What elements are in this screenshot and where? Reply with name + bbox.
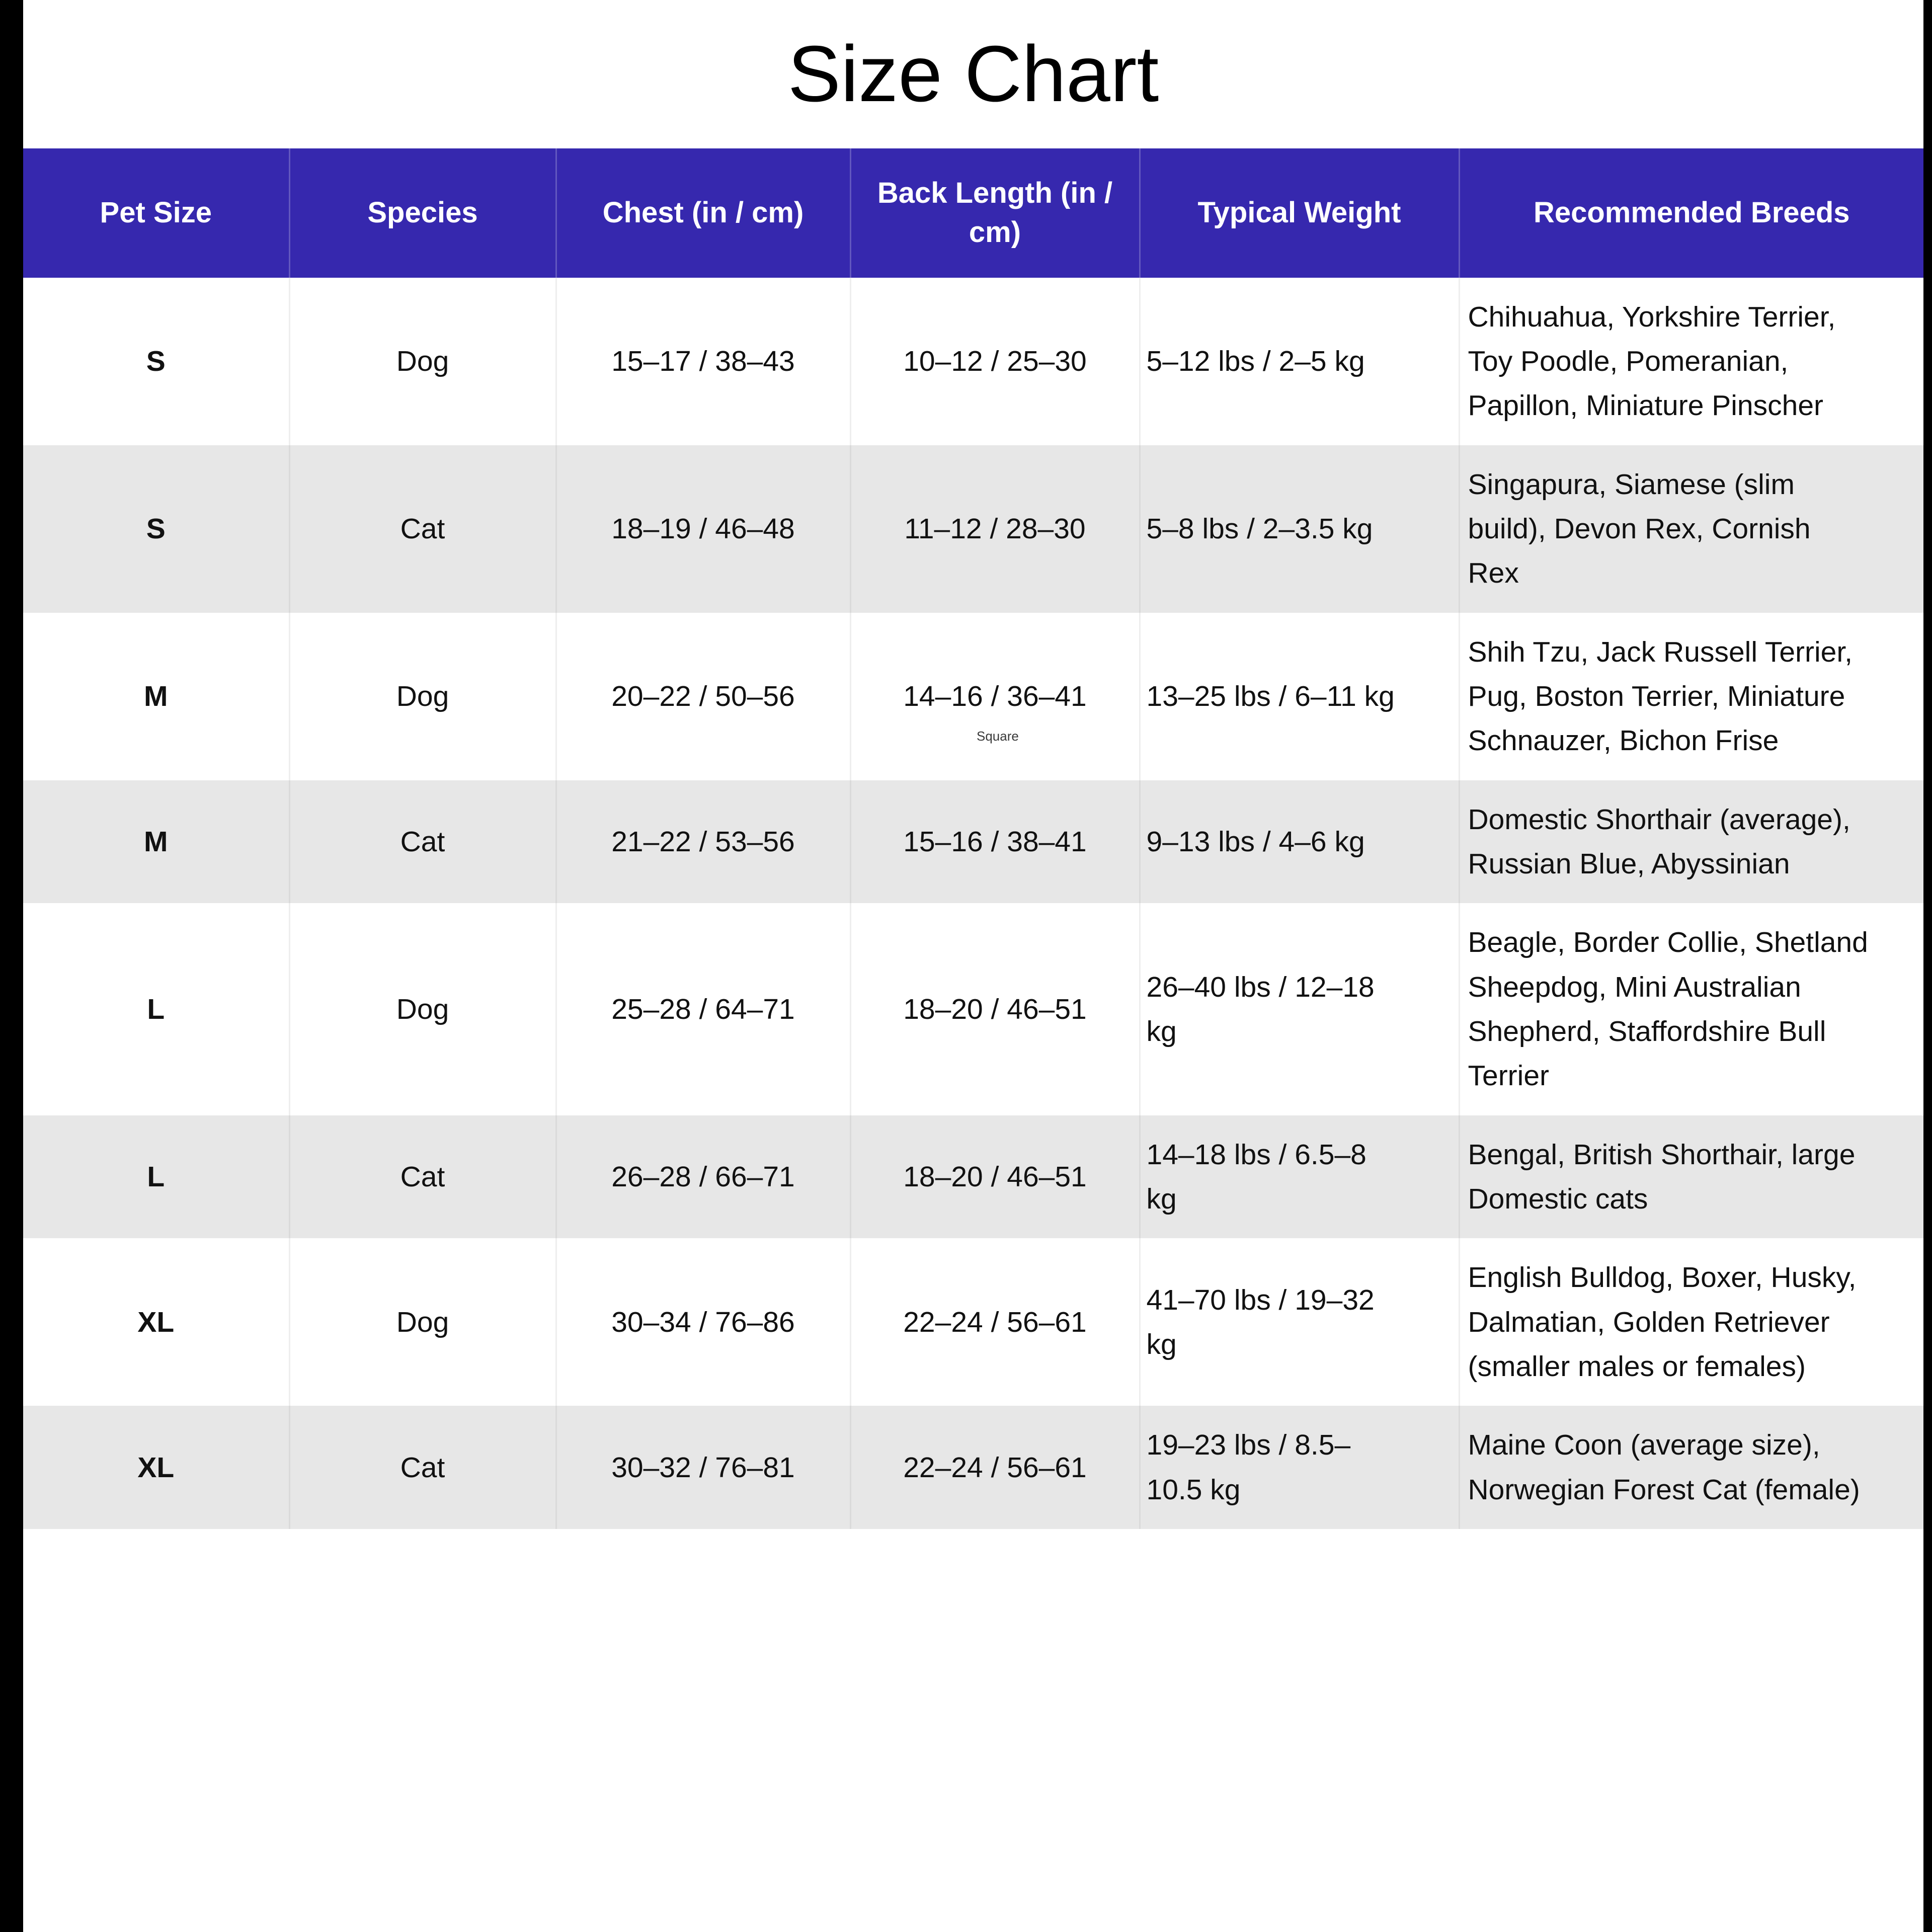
cell-back-length: 18–20 / 46–51 <box>849 1115 1140 1239</box>
cell-recommended-breeds: Bengal, British Shorthair, large Domesti… <box>1458 1115 1923 1239</box>
column-header-back-length: Back Length (in / cm) <box>849 148 1140 278</box>
header-row: Pet Size Species Chest (in / cm) Back Le… <box>23 148 1923 278</box>
column-header-species: Species <box>288 148 556 278</box>
cell-typical-weight: 26–40 lbs / 12–18 kg <box>1139 903 1459 1115</box>
cell-back-length: 22–24 / 56–61 <box>849 1406 1140 1530</box>
cell-species: Cat <box>288 780 556 904</box>
cell-species: Cat <box>288 1406 556 1530</box>
cell-chest: 20–22 / 50–56 <box>555 612 850 780</box>
cell-pet-size: S <box>146 345 166 377</box>
table-row: M Dog 20–22 / 50–56 14–16 / 36–41 13–25 … <box>23 612 1923 780</box>
cell-chest: 26–28 / 66–71 <box>555 1115 850 1239</box>
cell-recommended-breeds: Singapura, Siamese (slim build), Devon R… <box>1458 445 1923 613</box>
cell-typical-weight: 41–70 lbs / 19–32 kg <box>1139 1238 1459 1406</box>
cell-typical-weight: 14–18 lbs / 6.5–8 kg <box>1139 1115 1459 1239</box>
column-header-typical-weight: Typical Weight <box>1139 148 1459 278</box>
cell-typical-weight: 9–13 lbs / 4–6 kg <box>1139 780 1459 904</box>
table-row: XL Dog 30–34 / 76–86 22–24 / 56–61 41–70… <box>23 1238 1923 1406</box>
cell-chest: 30–32 / 76–81 <box>555 1406 850 1530</box>
cell-chest: 21–22 / 53–56 <box>555 780 850 904</box>
cell-pet-size: L <box>147 993 165 1025</box>
cell-back-length: 10–12 / 25–30 <box>849 277 1140 445</box>
cell-chest: 30–34 / 76–86 <box>555 1238 850 1406</box>
table-row: L Cat 26–28 / 66–71 18–20 / 46–51 14–18 … <box>23 1115 1923 1239</box>
cell-recommended-breeds: English Bulldog, Boxer, Husky, Dalmatian… <box>1458 1238 1923 1406</box>
cell-pet-size: XL <box>137 1451 175 1484</box>
table-row: L Dog 25–28 / 64–71 18–20 / 46–51 26–40 … <box>23 903 1923 1115</box>
cell-back-length: 22–24 / 56–61 <box>849 1238 1140 1406</box>
table-header: Pet Size Species Chest (in / cm) Back Le… <box>23 148 1923 278</box>
cell-recommended-breeds: Domestic Shorthair (average), Russian Bl… <box>1458 780 1923 904</box>
cell-chest: 18–19 / 46–48 <box>555 445 850 613</box>
cell-recommended-breeds: Shih Tzu, Jack Russell Terrier, Pug, Bos… <box>1458 612 1923 780</box>
cell-species: Cat <box>288 1115 556 1239</box>
table-row: S Dog 15–17 / 38–43 10–12 / 25–30 5–12 l… <box>23 277 1923 445</box>
cell-pet-size: M <box>144 825 168 858</box>
cell-back-length: 18–20 / 46–51 <box>849 903 1140 1115</box>
cell-species: Cat <box>288 445 556 613</box>
size-table-body: S Dog 15–17 / 38–43 10–12 / 25–30 5–12 l… <box>23 277 1923 1530</box>
cell-pet-size: M <box>144 680 168 712</box>
cell-back-length: 15–16 / 38–41 <box>849 780 1140 904</box>
cell-typical-weight: 13–25 lbs / 6–11 kg <box>1139 612 1459 780</box>
watermark-square-text: Square <box>977 729 1019 744</box>
cell-typical-weight: 5–12 lbs / 2–5 kg <box>1139 277 1459 445</box>
table-row: M Cat 21–22 / 53–56 15–16 / 38–41 9–13 l… <box>23 780 1923 904</box>
cell-species: Dog <box>288 277 556 445</box>
column-header-pet-size: Pet Size <box>23 148 289 278</box>
cell-pet-size: XL <box>137 1306 175 1338</box>
cell-back-length: 11–12 / 28–30 <box>849 445 1140 613</box>
table-row: XL Cat 30–32 / 76–81 22–24 / 56–61 19–23… <box>23 1406 1923 1530</box>
cell-species: Dog <box>288 903 556 1115</box>
size-chart-table: Pet Size Species Chest (in / cm) Back Le… <box>23 148 1923 1530</box>
column-header-recommended-breeds: Recommended Breeds <box>1458 148 1923 278</box>
cell-recommended-breeds: Beagle, Border Collie, Shetland Sheepdog… <box>1458 903 1923 1115</box>
cell-typical-weight: 5–8 lbs / 2–3.5 kg <box>1139 445 1459 613</box>
cell-chest: 25–28 / 64–71 <box>555 903 850 1115</box>
cell-pet-size: L <box>147 1160 165 1193</box>
cell-pet-size: S <box>146 512 166 545</box>
cell-chest: 15–17 / 38–43 <box>555 277 850 445</box>
page-title: Size Chart <box>787 30 1159 118</box>
cell-species: Dog <box>288 612 556 780</box>
column-header-chest: Chest (in / cm) <box>555 148 850 278</box>
table-row: S Cat 18–19 / 46–48 11–12 / 28–30 5–8 lb… <box>23 445 1923 613</box>
cell-back-length: 14–16 / 36–41 <box>849 612 1140 780</box>
cell-typical-weight: 19–23 lbs / 8.5–10.5 kg <box>1139 1406 1459 1530</box>
cell-recommended-breeds: Maine Coon (average size), Norwegian For… <box>1458 1406 1923 1530</box>
cell-species: Dog <box>288 1238 556 1406</box>
title-band: Size Chart <box>23 0 1923 148</box>
cell-recommended-breeds: Chihuahua, Yorkshire Terrier, Toy Poodle… <box>1458 277 1923 445</box>
